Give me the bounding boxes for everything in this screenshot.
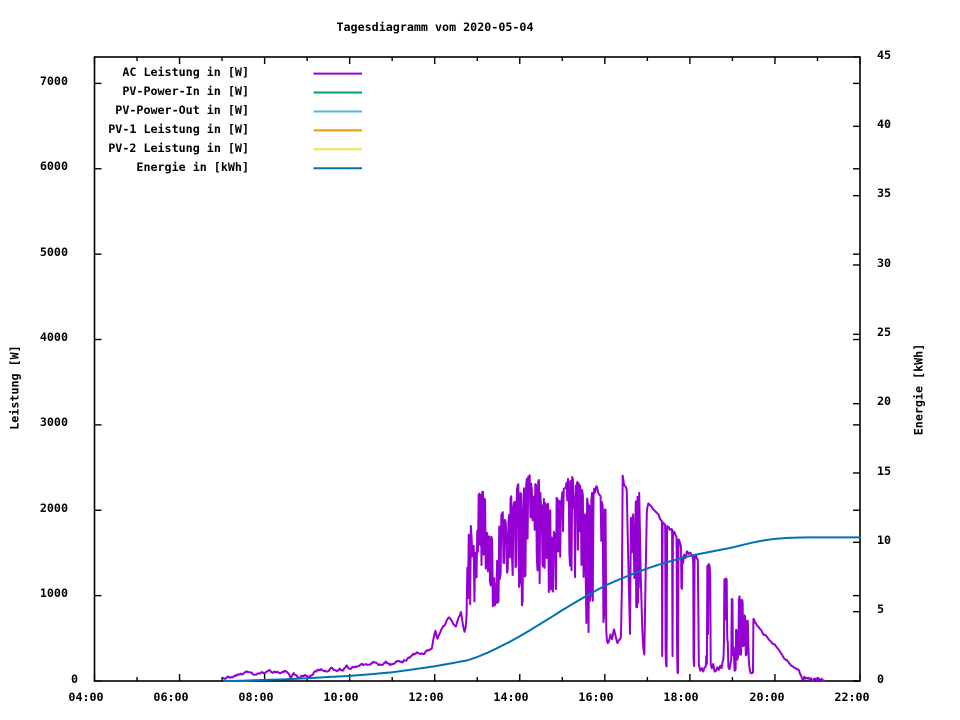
series-energie [223, 536, 861, 682]
y1-tick-label: 2000 [39, 500, 68, 515]
legend-line-samples [313, 72, 362, 170]
y1-tick-label: 3000 [39, 415, 68, 430]
y-axis-label-left: Leistung [W] [7, 345, 22, 430]
x-tick-label: 12:00 [408, 690, 444, 704]
y1-tick-label: 0 [70, 671, 78, 686]
y2-tick-label: 15 [877, 463, 892, 478]
y2-tick-label: 5 [877, 602, 885, 617]
y2-tick-label: 30 [877, 255, 892, 270]
x-tick-label: 20:00 [748, 690, 785, 704]
y1-tick-label: 1000 [39, 586, 68, 601]
chart-title: Tagesdiagramm vom 2020-05-04 [335, 20, 534, 34]
y1-tick-label: 7000 [39, 73, 68, 88]
y-axis-label-right: Energie [kWh] [911, 343, 925, 435]
y2-tick-label: 20 [877, 394, 892, 409]
x-tick-label: 22:00 [834, 690, 870, 704]
y2-tick-label: 25 [877, 324, 892, 339]
legend-label: PV-1 Leistung in [W] [107, 121, 249, 136]
y2-tick-label: 35 [877, 186, 892, 201]
legend-label: PV-Power-Out in [W] [114, 102, 249, 117]
x-tick-label: 06:00 [153, 690, 189, 704]
x-tick-label: 10:00 [323, 690, 359, 704]
y1-tick-label: 4000 [39, 330, 68, 344]
y2-tick-label: 0 [877, 671, 885, 686]
y1-tick-label: 6000 [39, 159, 68, 174]
x-tick-label: 16:00 [578, 690, 615, 704]
y2-tick-label: 10 [877, 532, 892, 547]
legend-label: PV-Power-In in [W] [121, 84, 249, 99]
y2-tick-label: 40 [877, 116, 892, 131]
x-tick-label: 14:00 [493, 690, 529, 704]
legend-label: AC Leistung in [W] [121, 65, 249, 80]
series-ac [222, 474, 825, 682]
y1-tick-label: 5000 [39, 244, 68, 259]
data-series [222, 474, 861, 682]
y2-tick-label: 45 [877, 47, 892, 62]
legend-label: Energie in [kWh] [135, 159, 249, 174]
legend-label: PV-2 Leistung in [W] [107, 140, 249, 155]
x-tick-label: 18:00 [663, 690, 700, 704]
x-tick-label: 04:00 [68, 690, 104, 704]
x-tick-label: 08:00 [238, 690, 274, 704]
